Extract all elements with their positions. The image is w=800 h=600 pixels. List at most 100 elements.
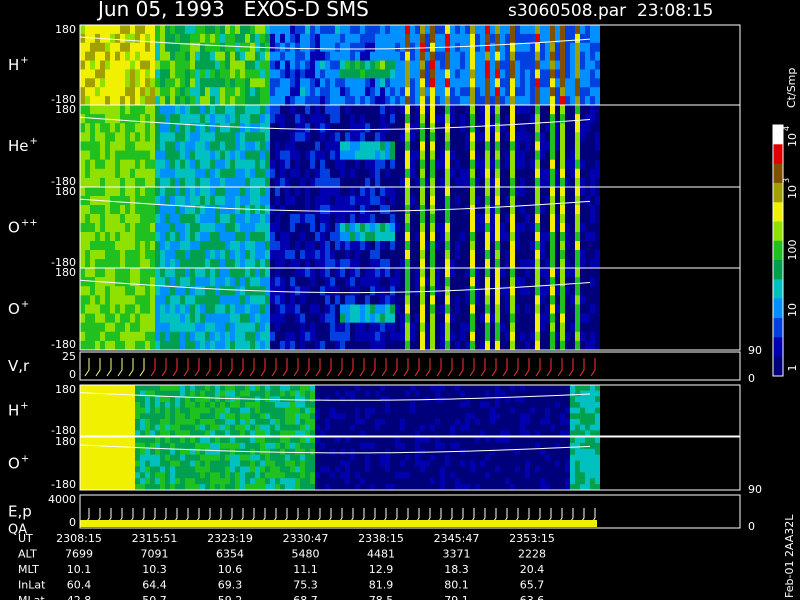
spectrogram-cell — [300, 268, 305, 278]
spectrogram-cell — [365, 385, 370, 392]
spectrogram-cell — [465, 214, 470, 224]
spectrogram-cell — [405, 268, 410, 278]
spectrogram-cell — [135, 42, 140, 53]
spectrogram-cell — [420, 331, 425, 342]
spectrogram-cell — [280, 132, 285, 142]
spectrogram-cell — [540, 114, 545, 124]
spectrogram-cell — [160, 78, 165, 88]
spectrogram-cell — [455, 150, 460, 161]
spectrogram-cell — [195, 419, 200, 426]
spectrogram-cell — [500, 168, 505, 179]
spectrogram-cell — [520, 268, 525, 278]
spectrogram-cell — [250, 484, 255, 491]
spectrogram-cell — [95, 268, 100, 278]
spectrogram-cell — [530, 304, 535, 315]
spectrogram-cell — [205, 168, 210, 179]
spectrogram-cell — [520, 340, 525, 351]
spectrogram-cell — [300, 331, 305, 342]
spectrogram-cell — [495, 407, 500, 414]
spectrogram-cell — [190, 33, 195, 44]
spectrogram-cell — [250, 159, 255, 170]
spectrogram-cell — [470, 424, 475, 431]
spectrogram-cell — [360, 268, 365, 278]
spectrogram-cell — [475, 205, 480, 215]
spectrogram-cell — [185, 196, 190, 206]
spectrogram-cell — [130, 141, 135, 152]
spectrogram-cell — [195, 25, 200, 35]
spectrogram-cell — [110, 232, 115, 242]
spectrogram-cell — [570, 96, 575, 106]
spectrogram-cell — [595, 390, 600, 397]
spectrogram-cell — [235, 478, 240, 485]
spectrogram-cell — [340, 214, 345, 224]
spectrogram-cell — [490, 241, 495, 251]
spectrogram-cell — [155, 250, 160, 260]
spectrogram-cell — [170, 478, 175, 485]
spectrogram-cell — [205, 424, 210, 431]
spectrogram-cell — [325, 51, 330, 62]
spectrogram-cell — [335, 295, 340, 305]
spectrogram-cell — [235, 390, 240, 397]
spectrogram-cell — [290, 123, 295, 133]
spectrogram-cell — [350, 407, 355, 414]
spectrogram-cell — [170, 114, 175, 124]
spectrogram-cell — [350, 250, 355, 260]
spectrogram-cell — [390, 407, 395, 414]
spectrogram-cell — [565, 304, 570, 315]
spectrogram-cell — [520, 385, 525, 392]
spectrogram-cell — [515, 268, 520, 278]
spectrogram-cell — [595, 69, 600, 79]
spectrogram-cell — [135, 442, 140, 450]
spectrogram-cell — [395, 322, 400, 333]
spectrogram-cell — [450, 286, 455, 296]
spectrogram-cell — [150, 430, 155, 437]
spectrogram-cell — [275, 340, 280, 351]
spectrogram-cell — [130, 159, 135, 170]
spectrogram-cell — [515, 413, 520, 420]
spectrogram-cell — [505, 407, 510, 414]
spectrogram-cell — [325, 78, 330, 88]
spectrogram-cell — [170, 205, 175, 215]
spectrogram-cell — [535, 331, 540, 342]
spectrogram-cell — [400, 232, 405, 242]
spectrogram-cell — [410, 232, 415, 242]
spectrogram-cell — [505, 419, 510, 426]
spectrogram-cell — [420, 223, 425, 233]
spectrogram-cell — [100, 132, 105, 142]
spectrogram-cell — [430, 313, 435, 324]
spectrogram-cell — [565, 214, 570, 224]
spectrogram-cell — [245, 114, 250, 124]
spectrogram-cell — [445, 268, 450, 278]
spectrogram-cell — [550, 390, 555, 397]
spectrogram-cell — [445, 105, 450, 115]
spectrogram-cell — [545, 286, 550, 296]
spectrogram-cell — [520, 187, 525, 197]
spectrogram-cell — [325, 177, 330, 188]
spectrogram-cell — [425, 187, 430, 197]
spectrogram-cell — [480, 313, 485, 324]
spectrogram-cell — [420, 177, 425, 188]
spectrogram-cell — [175, 304, 180, 315]
spectrogram-cell — [595, 105, 600, 115]
spectrogram-cell — [390, 159, 395, 170]
spectrogram-cell — [510, 295, 515, 305]
spectrogram-cell — [375, 150, 380, 161]
spectrogram-cell — [570, 390, 575, 397]
spectrogram-cell — [300, 196, 305, 206]
spectrogram-cell — [200, 419, 205, 426]
spectrogram-cell — [290, 132, 295, 142]
spectrogram-cell — [285, 407, 290, 414]
spectrogram-cell — [160, 159, 165, 170]
spectrogram-cell — [445, 331, 450, 342]
spectrogram-cell — [505, 322, 510, 333]
spectrogram-cell — [570, 322, 575, 333]
spectrogram-cell — [580, 390, 585, 397]
spectrogram-cell — [550, 69, 555, 79]
spectrogram-cell — [495, 424, 500, 431]
spectrogram-cell — [305, 205, 310, 215]
spectrogram-cell — [505, 396, 510, 403]
spectrogram-cell — [395, 340, 400, 351]
spectrogram-cell — [520, 295, 525, 305]
spectrogram-cell — [575, 396, 580, 403]
spectrogram-cell — [545, 87, 550, 97]
